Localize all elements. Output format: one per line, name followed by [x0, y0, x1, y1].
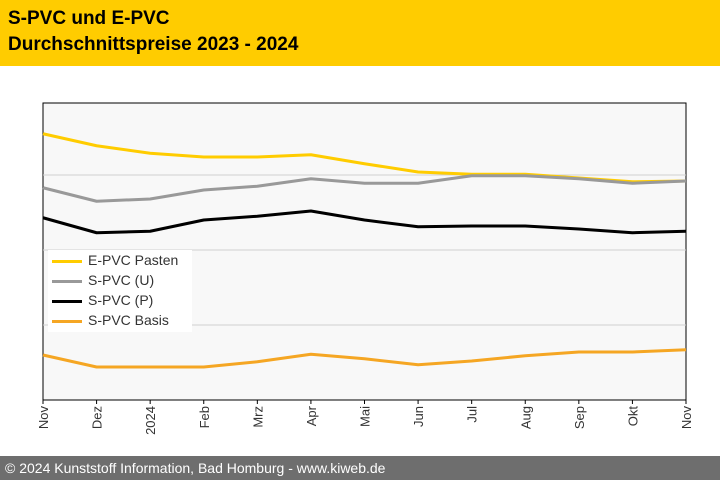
x-tick-label: Aug	[518, 406, 533, 429]
legend-label: S-PVC Basis	[88, 312, 169, 328]
x-tick-label: Apr	[304, 405, 319, 426]
legend-item: S-PVC Basis	[48, 311, 192, 331]
x-tick-label: Nov	[36, 406, 51, 430]
legend-item: S-PVC (P)	[48, 291, 192, 311]
chart-legend: E-PVC Pasten S-PVC (U) S-PVC (P) S-PVC B…	[48, 250, 192, 332]
chart-title: S-PVC und E-PVC	[8, 8, 170, 29]
legend-label: S-PVC (U)	[88, 272, 155, 288]
legend-item: S-PVC (U)	[48, 271, 192, 291]
x-tick-label: Jun	[411, 406, 426, 427]
x-tick-label: Jul	[465, 406, 480, 423]
x-tick-label: Okt	[625, 406, 640, 427]
legend-swatch	[52, 300, 82, 303]
legend-label: S-PVC (P)	[88, 292, 154, 308]
legend-label: E-PVC Pasten	[88, 252, 179, 268]
x-tick-label: Feb	[197, 406, 212, 428]
chart-header: S-PVC und E-PVC Durchschnittspreise 2023…	[0, 0, 720, 66]
x-tick-label: 2024	[143, 406, 158, 435]
copyright-footer: © 2024 Kunststoff Information, Bad Hombu…	[0, 456, 720, 480]
x-tick-label: Nov	[679, 406, 694, 430]
legend-swatch	[52, 280, 82, 283]
x-tick-label: Sep	[572, 406, 587, 429]
copyright-text: © 2024 Kunststoff Information, Bad Hombu…	[5, 460, 386, 476]
chart-subtitle: Durchschnittspreise 2023 - 2024	[8, 34, 299, 55]
series-line-s-pvc-basis	[42, 348, 687, 369]
legend-swatch	[52, 260, 82, 263]
x-tick-label: Mai	[358, 406, 373, 427]
legend-swatch	[52, 320, 82, 323]
x-tick-label: Dez	[90, 406, 105, 429]
series-line-s-pvc-u	[42, 174, 687, 203]
legend-item: E-PVC Pasten	[48, 251, 192, 271]
x-tick-label: Mrz	[250, 406, 265, 428]
series-line-s-pvc-p	[42, 209, 687, 235]
